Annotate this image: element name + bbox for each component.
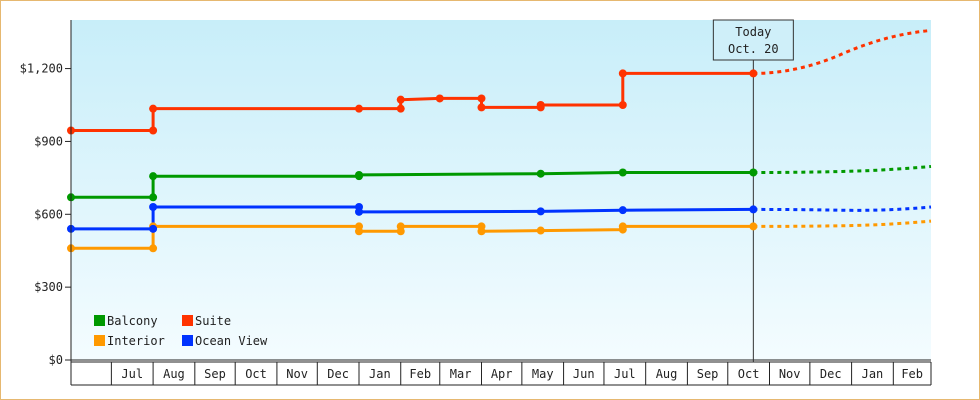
legend-swatch-balcony xyxy=(94,315,105,326)
x-tick-label: Aug xyxy=(656,367,678,381)
x-tick-label: Feb xyxy=(409,367,431,381)
data-point-suite xyxy=(477,103,486,112)
x-tick-label: Nov xyxy=(286,367,308,381)
data-point-ocean-view xyxy=(149,224,158,233)
data-point-ocean-view xyxy=(149,203,158,211)
series-line-suite xyxy=(71,71,754,132)
data-point-suite xyxy=(749,69,758,78)
x-tick-label: Oct xyxy=(738,367,760,381)
plot-area xyxy=(71,20,931,360)
data-point-suite xyxy=(149,104,158,113)
data-point-interior xyxy=(749,222,758,231)
data-point-ocean-view xyxy=(618,206,627,215)
legend-swatch-ocean-view xyxy=(182,335,193,346)
data-point-interior xyxy=(618,222,627,231)
legend-label-ocean-view: Ocean View xyxy=(195,334,268,348)
legend-swatch-suite xyxy=(182,315,193,326)
x-tick-label: Aug xyxy=(163,367,185,381)
data-point-balcony xyxy=(749,168,758,177)
data-point-interior xyxy=(149,244,158,253)
data-point-suite xyxy=(396,95,405,104)
series-forecast-ocean-view xyxy=(753,205,932,212)
x-tick-label: Nov xyxy=(779,367,801,381)
data-point-suite xyxy=(149,126,158,135)
data-point-suite xyxy=(618,101,627,109)
data-point-suite xyxy=(536,101,545,109)
x-tick-label: Dec xyxy=(820,367,842,381)
data-point-ocean-view xyxy=(749,205,758,214)
series-forecast-interior xyxy=(753,219,932,228)
data-point-balcony xyxy=(355,170,364,179)
data-point-balcony xyxy=(149,193,158,202)
data-point-ocean-view xyxy=(355,207,364,216)
legend: Balcony Suite Interior Ocean View xyxy=(94,314,268,348)
data-point-interior xyxy=(536,226,545,235)
data-point-interior xyxy=(477,227,486,236)
legend-label-interior: Interior xyxy=(107,334,165,348)
x-tick-label: Jul xyxy=(614,367,636,381)
y-axis-ticks: $0 $300 $600 $900 $1,200 xyxy=(20,62,71,367)
data-point-suite xyxy=(355,104,364,113)
x-tick-label: Dec xyxy=(327,367,349,381)
data-point-suite xyxy=(396,104,405,113)
data-point-balcony xyxy=(536,169,545,178)
x-tick-label: May xyxy=(532,367,554,381)
data-point-interior xyxy=(355,227,364,236)
y-tick-label: $600 xyxy=(34,207,63,221)
series-forecast-balcony xyxy=(753,164,932,175)
data-point-interior xyxy=(396,222,405,231)
legend-label-balcony: Balcony xyxy=(107,314,158,328)
x-tick-label: Sep xyxy=(697,367,719,381)
data-point-suite xyxy=(477,94,486,103)
x-tick-label: Feb xyxy=(901,367,923,381)
today-marker: Today Oct. 20 xyxy=(712,19,794,362)
x-tick-label: Jul xyxy=(121,367,143,381)
y-tick-label: $900 xyxy=(34,134,63,148)
y-tick-label: $0 xyxy=(49,353,63,367)
x-tick-label: Jun xyxy=(573,367,595,381)
x-tick-label: Jan xyxy=(369,367,391,381)
y-tick-label: $300 xyxy=(34,280,63,294)
data-point-balcony xyxy=(618,168,627,177)
today-label: Today xyxy=(735,25,771,39)
series-markers xyxy=(67,69,758,253)
x-tick-label: Mar xyxy=(450,367,472,381)
series-forecast-suite xyxy=(753,28,932,75)
x-tick-label: Sep xyxy=(204,367,226,381)
data-point-suite xyxy=(618,69,627,78)
y-tick-label: $1,200 xyxy=(20,62,63,76)
x-tick-label: Apr xyxy=(491,367,513,381)
x-axis: Jul Aug Sep Oct Nov Dec Jan Feb Mar Apr May Jun Jul A… xyxy=(71,359,932,386)
x-tick-label: Jan xyxy=(862,367,884,381)
x-tick-label: Oct xyxy=(245,367,267,381)
legend-label-suite: Suite xyxy=(195,314,231,328)
data-point-ocean-view xyxy=(536,207,545,216)
data-point-suite xyxy=(435,94,444,103)
data-point-balcony xyxy=(149,172,158,181)
legend-swatch-interior xyxy=(94,335,105,346)
today-callout-box xyxy=(712,19,794,61)
today-date-label: Oct. 20 xyxy=(728,42,779,56)
